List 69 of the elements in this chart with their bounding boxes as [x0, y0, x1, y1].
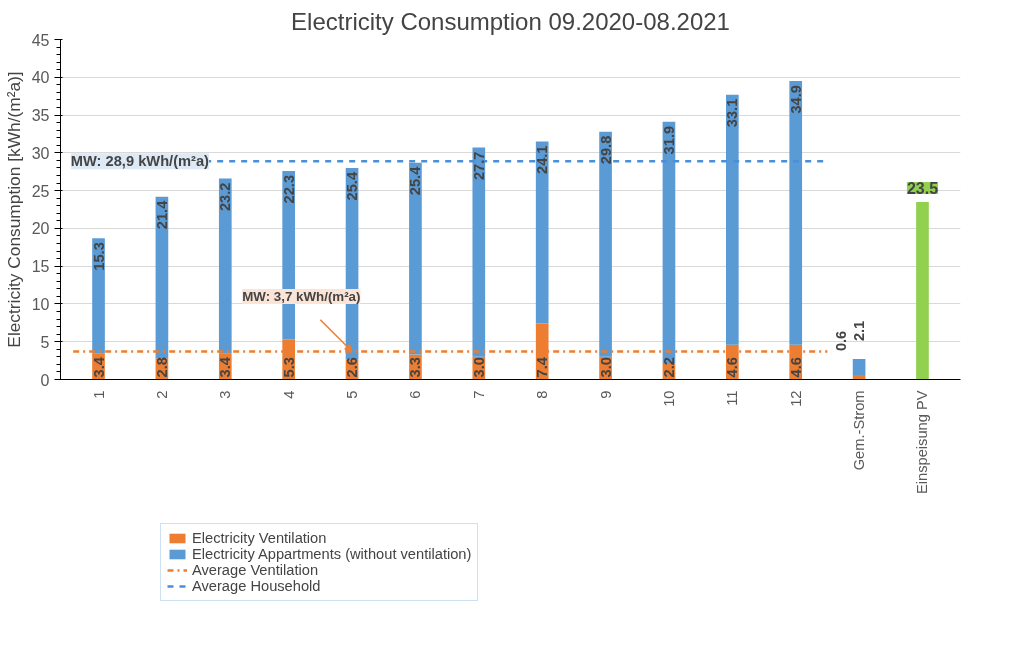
- x-tick-label: 10: [660, 390, 677, 407]
- chart-title: Electricity Consumption 09.2020-08.2021: [291, 7, 730, 35]
- data-label: 15.3: [90, 242, 107, 271]
- legend-label: Average Household: [192, 578, 321, 594]
- data-label: 2.1: [851, 320, 868, 342]
- y-tick-label: 35: [31, 107, 50, 125]
- y-tick-label: 30: [31, 144, 50, 162]
- data-label: 24.1: [534, 145, 551, 175]
- x-tick-label: 2: [153, 390, 170, 399]
- data-label: 23.5: [906, 179, 939, 197]
- data-label: 0.6: [833, 330, 850, 352]
- data-label: 27.7: [470, 151, 487, 181]
- bar: [852, 359, 866, 375]
- data-label: 2.8: [153, 357, 170, 378]
- data-label: 21.4: [153, 199, 170, 230]
- y-tick-label: 0: [40, 371, 50, 389]
- bar: [409, 162, 422, 355]
- data-label: 5.3: [280, 357, 297, 378]
- data-label: 25.4: [407, 165, 424, 196]
- data-label: 3.4: [217, 356, 234, 378]
- data-label: 31.9: [660, 125, 677, 155]
- bar: [218, 178, 232, 354]
- y-tick-label: 10: [31, 295, 50, 313]
- data-label: 7.4: [534, 356, 551, 378]
- x-tick-label: 3: [217, 390, 234, 399]
- data-label: 34.9: [787, 85, 804, 114]
- x-tick-label: Einspeisung PV: [914, 390, 931, 494]
- y-axis-title: Electricity Consumption [kWh/(m²a)]: [3, 71, 24, 348]
- legend-label: Electricity Ventilation: [192, 530, 327, 546]
- data-label: 29.8: [597, 135, 614, 165]
- y-tick-label: 25: [31, 182, 50, 200]
- data-label: 22.3: [280, 174, 297, 204]
- bar: [725, 94, 739, 345]
- data-label: 3.0: [470, 357, 487, 378]
- y-tick-label: 40: [31, 69, 50, 87]
- data-label: 23.2: [217, 182, 234, 212]
- annotation: MW: 3,7 kWh/(m²a): [242, 289, 361, 305]
- y-tick-label: 20: [31, 220, 50, 238]
- x-tick-label: 9: [597, 390, 614, 399]
- legend-label: Average Ventilation: [192, 562, 319, 578]
- x-tick-label: 1: [90, 390, 107, 399]
- bar: [789, 81, 803, 345]
- data-label: 3.3: [407, 357, 424, 378]
- annotation: MW: 28,9 kWh/(m²a): [70, 153, 210, 170]
- data-label: 25.4: [344, 171, 361, 201]
- bar: [472, 147, 486, 357]
- legend-label: Electricity Appartments (without ventilation): [192, 546, 472, 562]
- y-tick-label: 45: [31, 31, 50, 49]
- data-label: 4.6: [787, 357, 804, 378]
- x-tick-label: 6: [407, 390, 424, 399]
- x-tick-label: Gem.-Strom: [851, 390, 868, 471]
- x-tick-label: 11: [724, 390, 741, 406]
- bar: [92, 238, 105, 354]
- data-label: 3.4: [90, 356, 107, 378]
- data-label: 3.0: [597, 357, 614, 378]
- data-label: 2.2: [660, 357, 677, 378]
- x-tick-label: 5: [344, 390, 361, 399]
- data-label: 2.6: [344, 357, 361, 378]
- x-tick-label: 8: [534, 390, 551, 399]
- bar: [599, 131, 612, 357]
- x-tick-label: 4: [280, 390, 297, 399]
- x-tick-label: 7: [470, 390, 487, 399]
- bar: [535, 141, 549, 324]
- y-tick-label: 15: [31, 258, 50, 276]
- data-label: 4.6: [724, 357, 741, 378]
- bar: [916, 201, 929, 380]
- y-tick-label: 5: [40, 333, 50, 351]
- x-tick-label: 12: [787, 390, 804, 407]
- data-label: 33.1: [724, 98, 741, 128]
